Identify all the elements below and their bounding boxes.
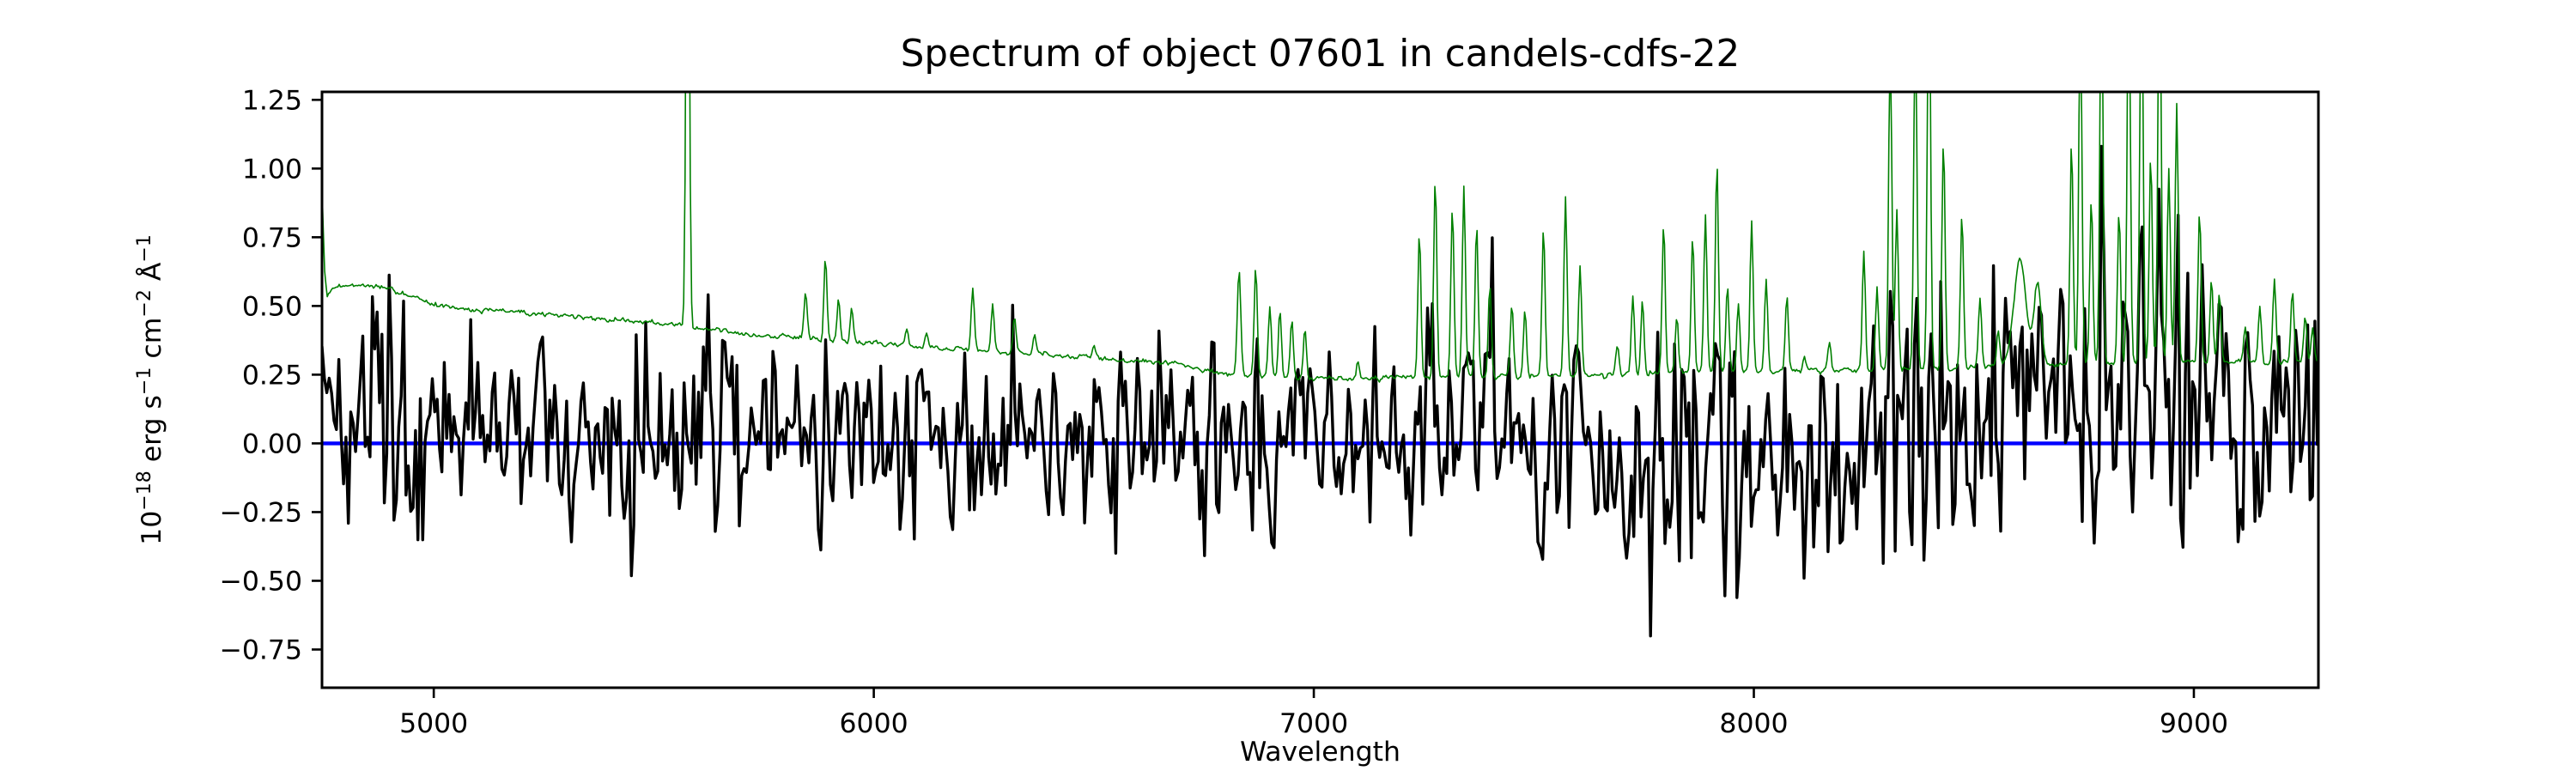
y-tick-label: 0.75: [242, 222, 302, 253]
y-tick-label: −0.25: [219, 497, 302, 528]
x-tick-label: 5000: [399, 708, 468, 739]
x-axis-ticks: 5000 6000 7000 8000 9000: [399, 688, 2228, 739]
plot-content: [322, 92, 2318, 638]
y-tick-label: 0.50: [242, 291, 302, 322]
y-tick-label: 0.00: [242, 428, 302, 459]
x-tick-label: 6000: [840, 708, 908, 739]
y-tick-label: 1.25: [242, 85, 302, 116]
x-axis-label: Wavelength: [1240, 737, 1400, 768]
flux-spectrum-line: [322, 144, 2318, 638]
y-tick-label: −0.75: [219, 635, 302, 666]
y-axis-ticks: 1.25 1.00 0.75 0.50 0.25 0.00 −0.25 −0.50 −0.75: [219, 85, 322, 666]
y-tick-label: 0.25: [242, 360, 302, 391]
x-tick-label: 9000: [2160, 708, 2228, 739]
y-axis-label: 10−18 erg s−1 cm−2 Å−1: [134, 234, 167, 545]
x-tick-label: 7000: [1279, 708, 1348, 739]
y-tick-label: 1.00: [242, 154, 302, 185]
x-tick-label: 8000: [1719, 708, 1788, 739]
axes-frame: [320, 90, 2320, 689]
y-tick-label: −0.50: [219, 566, 302, 597]
chart-title: Spectrum of object 07601 in candels-cdfs…: [901, 33, 1740, 76]
sky-noise-spectrum-line: [322, 92, 2318, 383]
